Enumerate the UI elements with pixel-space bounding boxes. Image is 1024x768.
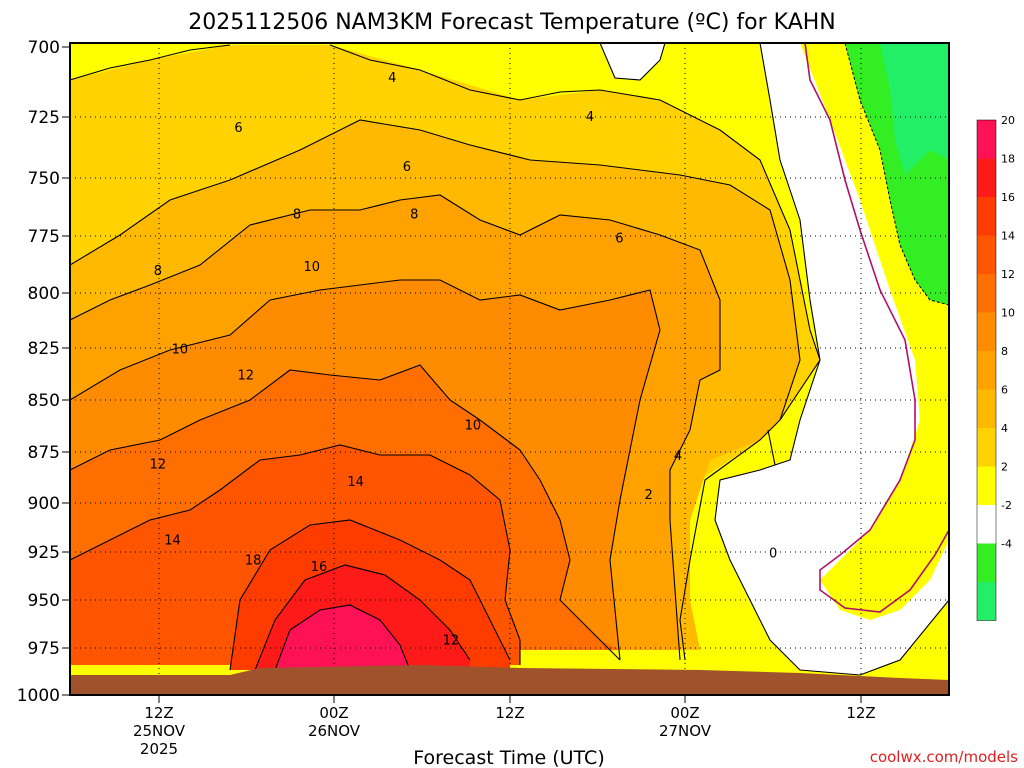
contour-label: 8 — [410, 208, 418, 223]
y-tick-label: 775 — [28, 227, 60, 247]
colorbar: 20 18 16 14 12 10 8 6 4 2 -2 -4 — [976, 114, 1015, 621]
x-tick-label: 2025 — [140, 740, 178, 758]
colorbar-swatch — [977, 505, 996, 544]
contour-label: 10 — [303, 260, 320, 275]
contour-label: 18 — [245, 553, 262, 568]
colorbar-label: 18 — [1001, 153, 1015, 166]
contour-label: 10 — [465, 419, 482, 434]
y-tick-label: 1000 — [17, 686, 60, 706]
colorbar-label: 8 — [1001, 345, 1008, 358]
colorbar-swatch — [977, 582, 996, 621]
zero-contour — [804, 43, 949, 613]
contour-label: 8 — [293, 208, 301, 223]
y-tick-label: 925 — [28, 543, 60, 563]
y-tick-label: 700 — [28, 38, 60, 58]
y-tick-label: 725 — [28, 108, 60, 128]
band-20-plus — [275, 605, 410, 670]
colorbar-label: 2 — [1001, 461, 1008, 474]
band-minus4-minus6 — [880, 43, 949, 175]
colorbar-swatch — [977, 466, 996, 505]
x-tick-label: 26NOV — [308, 722, 361, 740]
colorbar-swatch — [977, 389, 996, 428]
y-tick-label: 825 — [28, 339, 60, 359]
x-tick-label: 27NOV — [659, 722, 712, 740]
colorbar-swatch — [977, 428, 996, 467]
temperature-field: 4 4 6 6 6 8 8 8 10 10 12 12 10 4 14 14 2 18 16 0 12 — [70, 43, 949, 695]
contour-label: 12 — [150, 458, 167, 473]
x-tick-label: 25NOV — [133, 722, 186, 740]
y-tick-label: 750 — [28, 169, 60, 189]
colorbar-swatch — [977, 197, 996, 236]
colorbar-swatch — [977, 312, 996, 351]
chart-title: 2025112506 NAM3KM Forecast Temperature (… — [188, 10, 836, 35]
colorbar-label: 4 — [1001, 422, 1008, 435]
contour-label: 14 — [347, 475, 364, 490]
contour-label: 12 — [238, 369, 255, 384]
colorbar-frame — [976, 119, 997, 621]
colorbar-swatch — [977, 274, 996, 313]
y-tick-label: 850 — [28, 391, 60, 411]
y-tick-label: 900 — [28, 494, 60, 514]
colorbar-label: 6 — [1001, 384, 1008, 397]
contour-label: 8 — [154, 264, 162, 279]
contour-label: 6 — [403, 160, 411, 175]
contour-label: 4 — [388, 71, 396, 86]
colorbar-label: 10 — [1001, 307, 1015, 320]
x-tick-label: 00Z — [670, 704, 699, 722]
colorbar-swatch — [977, 120, 996, 159]
colorbar-swatch — [977, 351, 996, 390]
contour-label: 10 — [172, 342, 189, 357]
colorbar-label: -4 — [1001, 538, 1012, 551]
contour-label: 0 — [769, 547, 777, 562]
band-near-zero — [715, 43, 949, 675]
x-tick-label: 12Z — [846, 704, 875, 722]
contour-label: 2 — [645, 488, 653, 503]
contour-label: 6 — [615, 232, 623, 247]
contour-label: 16 — [311, 560, 328, 575]
terrain — [70, 665, 949, 695]
x-tick-label: 12Z — [495, 704, 524, 722]
colorbar-label: -2 — [1001, 499, 1012, 512]
colorbar-label: 12 — [1001, 268, 1015, 281]
y-tick-label: 950 — [28, 591, 60, 611]
colorbar-swatch — [977, 158, 996, 197]
contour-label-layer: 4 4 6 6 6 8 8 8 10 10 12 12 10 4 14 14 2 18 16 0 12 — [150, 71, 778, 649]
colorbar-label: 16 — [1001, 191, 1015, 204]
contour-label: 14 — [164, 534, 181, 549]
x-tick-label: 12Z — [144, 704, 173, 722]
y-tick-label: 975 — [28, 639, 60, 659]
credit-text: coolwx.com/models — [870, 748, 1018, 766]
contour-label: 4 — [674, 449, 682, 464]
y-axis: 700 725 750 775 800 825 850 875 900 925 950 975 1000 — [17, 38, 70, 706]
colorbar-label: 14 — [1001, 230, 1015, 243]
colorbar-swatch — [977, 543, 996, 582]
contour-label: 4 — [586, 110, 594, 125]
colorbar-swatch — [977, 235, 996, 274]
x-axis-label: Forecast Time (UTC) — [413, 747, 604, 768]
colorbar-label: 20 — [1001, 114, 1015, 127]
y-tick-label: 875 — [28, 443, 60, 463]
minus2-contour — [844, 43, 949, 306]
x-tick-label: 00Z — [319, 704, 348, 722]
contour-label: 12 — [443, 634, 460, 649]
contour-label: 6 — [234, 121, 242, 136]
grid-lines — [70, 43, 949, 695]
y-tick-label: 800 — [28, 284, 60, 304]
